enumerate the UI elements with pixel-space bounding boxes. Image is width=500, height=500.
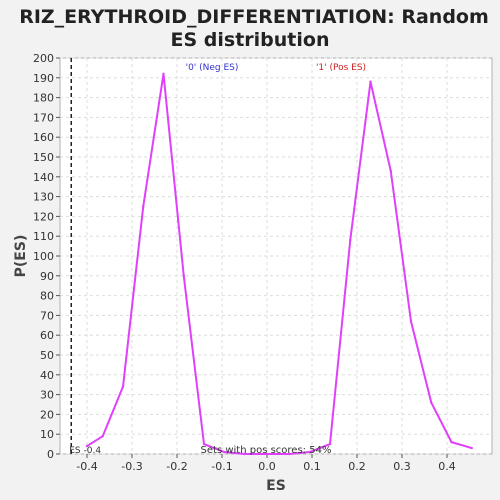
x-tick-label: -0.1	[211, 460, 232, 473]
x-tick-label: 0.3	[393, 460, 411, 473]
x-axis-label: ES	[266, 478, 286, 494]
pos-scores-text: Sets with pos scores: 54%	[201, 445, 332, 456]
y-axis-ticks: 0 10 20 30 40 50 60 70 80 90 100 110 120 130 140 150 160…	[33, 52, 60, 461]
y-tick-label: 160	[33, 131, 54, 144]
x-tick-label: 0.2	[348, 460, 366, 473]
data-point	[182, 274, 185, 277]
y-tick-label: 40	[40, 369, 54, 382]
y-tick-label: 50	[40, 349, 54, 362]
series-line	[86, 72, 473, 455]
data-point	[243, 452, 246, 456]
data-point	[308, 450, 311, 454]
x-tick-label: -0.3	[121, 460, 142, 473]
data-point	[470, 446, 473, 450]
y-tick-label: 180	[33, 92, 54, 105]
data-point	[265, 452, 269, 456]
y-tick-label: 100	[33, 250, 54, 263]
y-tick-label: 0	[47, 448, 54, 461]
y-tick-label: 140	[33, 171, 54, 184]
y-tick-label: 190	[33, 72, 54, 85]
y-tick-label: 120	[33, 210, 54, 223]
y-tick-label: 70	[40, 309, 54, 322]
x-tick-label: 0.4	[438, 460, 456, 473]
chart-title-line1: RIZ_ERYTHROID_DIFFERENTIATION: Random	[19, 6, 489, 28]
y-tick-label: 80	[40, 290, 54, 303]
x-tick-label: -0.2	[166, 460, 187, 473]
y-tick-label: 60	[40, 329, 54, 342]
data-point	[101, 434, 104, 438]
data-point	[369, 80, 372, 83]
x-tick-label: 0.1	[303, 460, 321, 473]
y-axis-label: P(ES)	[13, 235, 29, 278]
data-point	[162, 72, 165, 76]
pos-es-label: '1' (Pos ES)	[316, 63, 366, 73]
data-point	[85, 444, 89, 448]
y-tick-label: 10	[40, 428, 54, 441]
y-tick-label: 150	[33, 151, 54, 164]
data-point	[389, 169, 392, 173]
y-tick-label: 170	[33, 111, 54, 124]
y-tick-label: 30	[40, 389, 54, 402]
data-point	[450, 440, 453, 444]
data-point	[142, 205, 145, 208]
y-tick-label: 110	[33, 230, 54, 243]
x-axis-ticks: -0.4 -0.3 -0.2 -0.1 0.0 0.1 0.2 0.3 0.4	[76, 454, 456, 473]
gridlines	[60, 57, 492, 455]
es-marker-label: ES -0.4	[69, 446, 101, 456]
y-tick-label: 20	[40, 408, 54, 421]
y-tick-label: 90	[40, 270, 54, 283]
chart-title-line2: ES distribution	[171, 29, 330, 51]
x-tick-label: -0.4	[76, 460, 97, 473]
x-tick-label: 0.0	[258, 460, 276, 473]
data-point	[328, 442, 332, 446]
neg-es-label: '0' (Neg ES)	[186, 63, 239, 73]
data-point	[430, 401, 433, 404]
data-point	[223, 450, 226, 454]
series-layer	[85, 72, 473, 456]
y-tick-label: 130	[33, 191, 54, 204]
data-point	[121, 385, 125, 388]
data-point	[409, 320, 413, 323]
data-point	[202, 442, 206, 446]
y-tick-label: 200	[33, 52, 54, 65]
data-point	[349, 238, 352, 242]
data-point	[288, 452, 291, 456]
